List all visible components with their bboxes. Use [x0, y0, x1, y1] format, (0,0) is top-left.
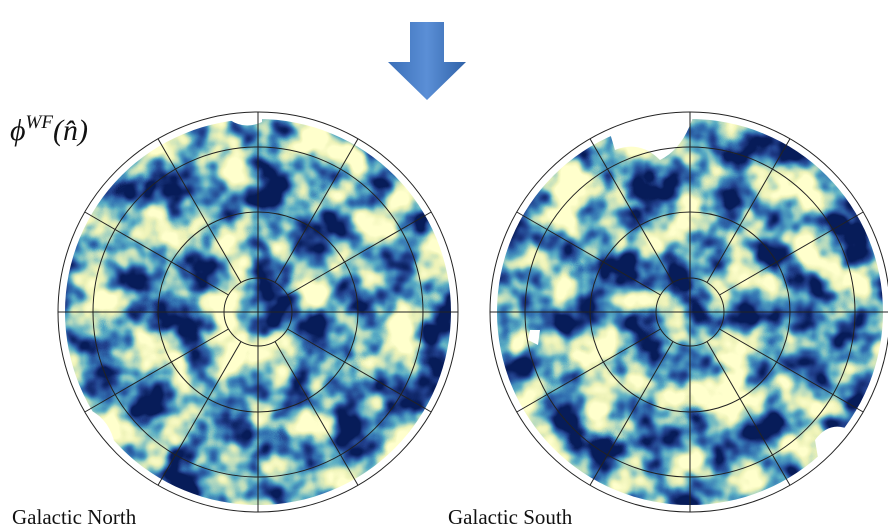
map-caption: Galactic North: [12, 505, 137, 529]
field-superscript: WF: [26, 112, 54, 133]
figure: ϕWF(n̂) Galactic North Galactic South: [0, 0, 888, 531]
map-caption: Galactic South: [448, 505, 573, 529]
polar-grid: [58, 112, 458, 512]
field-label: ϕWF(n̂): [10, 112, 88, 147]
down-arrow: [388, 22, 466, 100]
map-south: [490, 100, 888, 512]
field-argument: (n̂): [53, 114, 88, 147]
field-symbol: ϕ: [10, 114, 26, 147]
page: {"figure": {"field_symbol": "ϕ", "field_…: [0, 0, 888, 531]
map-north: [58, 100, 458, 512]
